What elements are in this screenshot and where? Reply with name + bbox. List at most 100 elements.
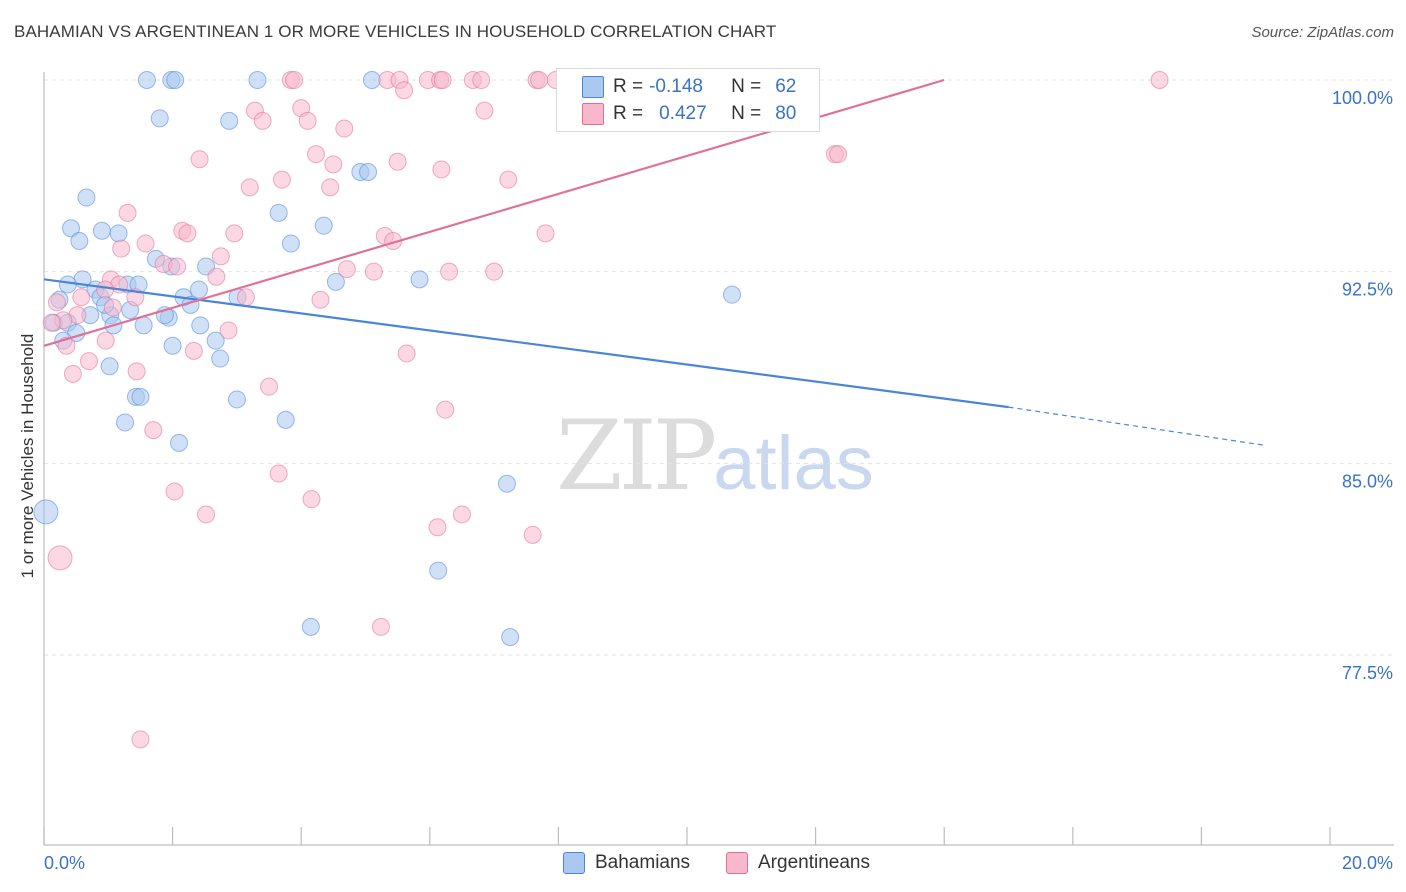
bahamian-point bbox=[326, 272, 345, 291]
argentinean-point bbox=[324, 155, 343, 174]
bahamian-point bbox=[134, 316, 153, 335]
bahamian-point bbox=[281, 234, 300, 253]
argentinean-point bbox=[103, 298, 122, 317]
argentinean-point bbox=[144, 421, 163, 440]
argentinean-point bbox=[260, 377, 279, 396]
argentinean-point bbox=[96, 331, 115, 350]
bahamian-trend-line-extension bbox=[1008, 406, 1266, 447]
x-tick-label-min: 0.0% bbox=[44, 853, 85, 873]
legend-label-argentineans: Argentineans bbox=[758, 852, 870, 873]
legend-swatch-bahamians bbox=[582, 76, 604, 98]
bahamian-point bbox=[109, 224, 128, 243]
argentinean-point bbox=[337, 260, 356, 279]
y-axis-label: 1 or more Vehicles in Household bbox=[18, 333, 37, 579]
legend-n-value: 80 bbox=[775, 103, 797, 124]
argentinean-point bbox=[118, 203, 137, 222]
argentinean-point bbox=[432, 160, 451, 179]
legend-row-argentineans: R = 0.427 N = 80 bbox=[582, 100, 797, 128]
argentinean-point bbox=[397, 344, 416, 363]
bahamian-point bbox=[362, 71, 381, 89]
argentinean-point bbox=[1150, 71, 1169, 89]
legend-label-bahamians: Bahamians bbox=[595, 852, 691, 873]
bahamian-point bbox=[92, 221, 111, 240]
bahamian-point bbox=[248, 71, 267, 89]
bahamian-point bbox=[314, 216, 333, 235]
bahamian-point bbox=[131, 387, 150, 406]
legend-row-bahamians: R = -0.148 N = 62 bbox=[582, 73, 797, 101]
legend-swatch-bahamians bbox=[563, 852, 585, 874]
legend-item-bahamians[interactable]: Bahamians bbox=[563, 852, 690, 874]
y-tick-label: 85.0% bbox=[1342, 471, 1393, 491]
argentinean-point bbox=[165, 482, 184, 501]
y-tick-label: 77.5% bbox=[1342, 663, 1393, 683]
argentinean-point bbox=[321, 178, 340, 197]
y-tick-label: 92.5% bbox=[1342, 280, 1393, 300]
argentinean-point bbox=[371, 617, 390, 636]
argentinean-point bbox=[112, 239, 131, 258]
bahamian-point bbox=[163, 336, 182, 355]
legend-r-value: -0.148 bbox=[649, 76, 703, 97]
bahamian-point bbox=[77, 188, 96, 207]
bahamian-point bbox=[206, 331, 225, 350]
argentinean-point bbox=[440, 262, 459, 281]
argentinean-point bbox=[272, 170, 291, 189]
bahamian-point bbox=[189, 280, 208, 299]
legend-swatch-argentineans bbox=[726, 852, 748, 874]
chart-title: BAHAMIAN VS ARGENTINEAN 1 OR MORE VEHICL… bbox=[14, 22, 777, 41]
argentinean-point bbox=[829, 145, 848, 164]
argentinean-point bbox=[452, 505, 471, 524]
bahamian-point bbox=[227, 390, 246, 409]
bahamian-point bbox=[269, 203, 288, 222]
argentinean-point bbox=[197, 505, 216, 524]
bahamian-point bbox=[276, 410, 295, 429]
bahamian-point bbox=[501, 628, 520, 647]
bahamian-point bbox=[301, 617, 320, 636]
bahamian-point bbox=[116, 413, 135, 432]
legend-n-value: 62 bbox=[775, 76, 797, 97]
bahamian-point bbox=[410, 270, 429, 289]
argentinean-point bbox=[219, 321, 238, 340]
argentinean-point bbox=[428, 518, 447, 537]
bahamian-point bbox=[70, 232, 89, 250]
argentinean-point bbox=[72, 288, 91, 307]
argentinean-point bbox=[364, 262, 383, 281]
legend-n-label: N = bbox=[731, 76, 762, 97]
argentinean-point bbox=[285, 71, 304, 89]
argentinean-point bbox=[127, 362, 146, 381]
bahamian-point bbox=[100, 357, 119, 376]
argentinean-point bbox=[236, 288, 255, 307]
source-credit: Source: ZipAtlas.com bbox=[1251, 24, 1394, 41]
argentinean-point bbox=[475, 101, 494, 120]
argentinean-point bbox=[178, 224, 197, 243]
argentinean-point bbox=[536, 224, 555, 243]
argentinean-point bbox=[388, 152, 407, 171]
bahamian-point bbox=[497, 474, 516, 493]
bahamian-point bbox=[62, 219, 81, 238]
argentinean-point bbox=[433, 71, 452, 89]
bahamian-point bbox=[150, 109, 169, 128]
argentinean-point bbox=[207, 267, 226, 286]
argentinean-point bbox=[302, 490, 321, 509]
correlation-legend: R = -0.148 N = 62 R = 0.427 N = 80 bbox=[556, 68, 820, 132]
argentinean-point bbox=[240, 178, 259, 197]
y-tick-label: 100.0% bbox=[1332, 88, 1393, 108]
legend-item-argentineans[interactable]: Argentineans bbox=[726, 852, 870, 874]
argentinean-point bbox=[63, 364, 82, 383]
argentinean-point bbox=[523, 525, 542, 544]
legend-r-label: R = bbox=[613, 76, 644, 97]
bahamian-point bbox=[58, 275, 77, 294]
argentinean-point bbox=[211, 247, 230, 266]
bahamian-point bbox=[211, 349, 230, 368]
argentinean-point bbox=[184, 341, 203, 360]
bahamian-point bbox=[137, 71, 156, 89]
legend-swatch-argentineans bbox=[582, 103, 604, 125]
argentinean-point bbox=[436, 400, 455, 419]
bahamian-point bbox=[166, 71, 185, 89]
legend-r-label: R = bbox=[613, 103, 644, 124]
bahamian-trend-line bbox=[43, 278, 1009, 409]
argentinean-point bbox=[190, 150, 209, 169]
argentinean-point bbox=[485, 262, 504, 281]
argentinean-point bbox=[311, 290, 330, 309]
series-legend: Bahamians Argentineans bbox=[0, 852, 1406, 878]
